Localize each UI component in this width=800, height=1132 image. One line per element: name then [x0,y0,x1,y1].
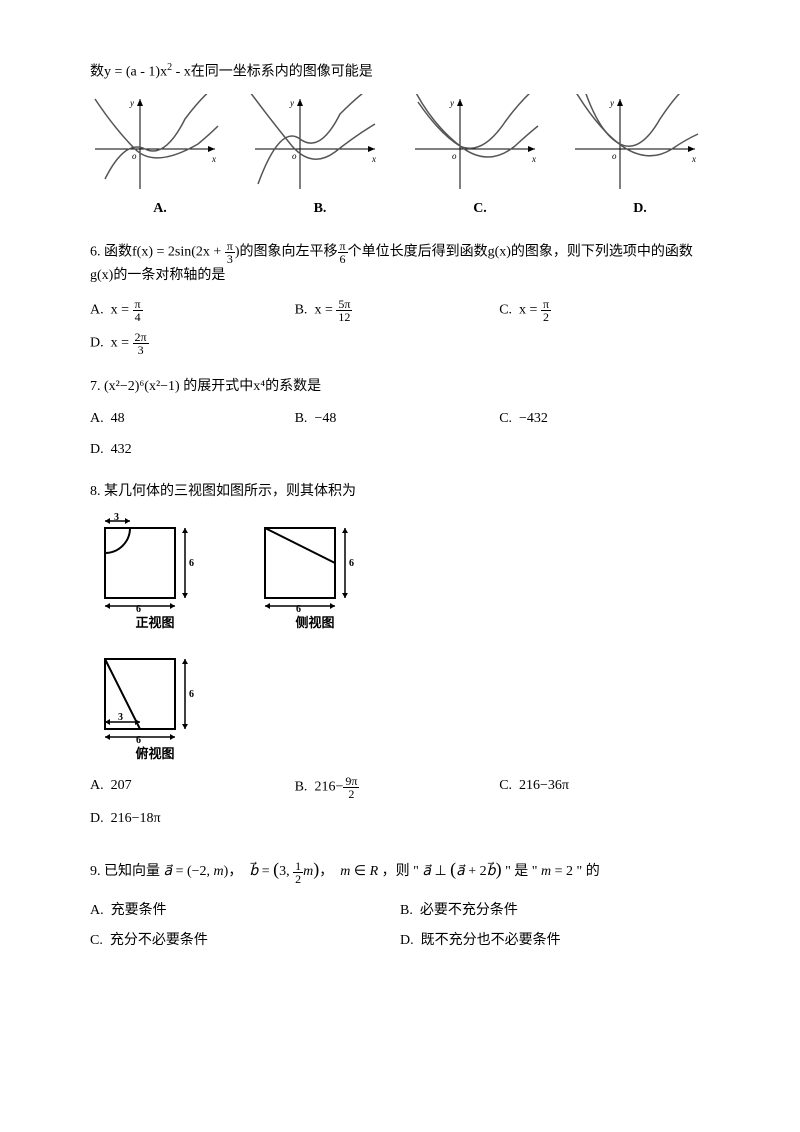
graph-a-label: A. [90,198,230,220]
svg-text:y: y [289,98,294,108]
graph-a-svg: x y o [90,94,220,194]
q5-text: 数y = (a - 1)x2 - x在同一坐标系内的图像可能是 [90,60,710,84]
view-top: 3 6 6 俯视图 [90,644,220,765]
question-9: 9. 已知向量 a⃗ = (−2, m)， b⃗ = (3, 12m)， m ∈… [90,850,710,960]
q6-opt-d: D. x = 2π3 [90,331,295,356]
q5-suffix: - x在同一坐标系内的图像可能是 [172,65,373,80]
view-front: 3 6 6 正视图 [90,513,220,634]
graph-c-svg: x y o [410,94,540,194]
q6-prefix: 6. 函数f(x) = 2sin(2x + [90,245,225,260]
q6-mid: )的图象向左平移 [235,245,338,260]
q5-graphs: x y o A. x y o [90,94,710,220]
graph-d-label: D. [570,198,710,220]
graph-c-label: C. [410,198,550,220]
q8-options: A. 207 B. 216−9π2 C. 216−36π D. 216−18π [90,775,710,838]
q8-opt-a: A. 207 [90,775,295,800]
graph-d: x y o D. [570,94,710,220]
svg-text:x: x [531,154,536,164]
q7-options: A. 48 B. −48 C. −432 D. 432 [90,408,710,469]
q8-opt-c: C. 216−36π [499,775,704,800]
question-6: 6. 函数f(x) = 2sin(2x + π3)的图象向左平移π6个单位长度后… [90,240,710,363]
svg-text:6: 6 [136,604,141,613]
svg-text:y: y [449,98,454,108]
q6-text: 6. 函数f(x) = 2sin(2x + π3)的图象向左平移π6个单位长度后… [90,240,710,287]
q7-opt-b: B. −48 [295,408,500,430]
q7-opt-a: A. 48 [90,408,295,430]
q7-opt-d: D. 432 [90,439,295,461]
graph-b-label: B. [250,198,390,220]
svg-text:x: x [371,154,376,164]
question-5: 数y = (a - 1)x2 - x在同一坐标系内的图像可能是 x y o A. [90,60,710,220]
q6-opt-a: A. x = π4 [90,298,295,323]
q6-opt-c: C. x = π2 [499,298,704,323]
q9-options: A. 充要条件 B. 必要不充分条件 C. 充分不必要条件 D. 既不充分也不必… [90,900,710,961]
q7-text: 7. (x²−2)⁶(x²−1) 的展开式中x⁴的系数是 [90,376,710,398]
svg-text:6: 6 [296,604,301,613]
svg-text:y: y [609,98,614,108]
q6-opt-b: B. x = 5π12 [295,298,500,323]
svg-text:3: 3 [118,712,123,723]
graph-a: x y o A. [90,94,230,220]
view-top-label: 俯视图 [90,744,220,765]
svg-text:3: 3 [114,513,119,523]
svg-text:x: x [691,154,696,164]
svg-text:6: 6 [136,735,141,744]
graph-c: x y o C. [410,94,550,220]
q8-opt-b: B. 216−9π2 [295,775,500,800]
q9-opt-c: C. 充分不必要条件 [90,930,400,952]
svg-text:o: o [132,151,137,161]
view-side: 6 6 侧视图 [250,513,380,634]
q9-opt-a: A. 充要条件 [90,900,400,922]
graph-d-svg: x y o [570,94,700,194]
view-front-label: 正视图 [90,613,220,634]
q9-text: 9. 已知向量 a⃗ = (−2, m)， b⃗ = (3, 12m)， m ∈… [90,850,710,890]
q9-opt-d: D. 既不充分也不必要条件 [400,930,710,952]
svg-text:6: 6 [349,558,354,569]
q7-opt-c: C. −432 [499,408,704,430]
q9-opt-b: B. 必要不充分条件 [400,900,710,922]
view-side-label: 侧视图 [250,613,380,634]
q8-text: 8. 某几何体的三视图如图所示，则其体积为 [90,481,710,503]
q8-views: 3 6 6 正视图 6 [90,513,710,765]
svg-text:6: 6 [189,558,194,569]
q5-prefix: 数y = (a - 1)x [90,65,167,80]
svg-text:6: 6 [189,689,194,700]
graph-b: x y o B. [250,94,390,220]
svg-text:o: o [292,151,297,161]
svg-text:o: o [452,151,457,161]
question-8: 8. 某几何体的三视图如图所示，则其体积为 3 6 6 正视图 [90,481,710,838]
svg-text:x: x [211,154,216,164]
graph-b-svg: x y o [250,94,380,194]
q6-options: A. x = π4 B. x = 5π12 C. x = π2 D. x = 2… [90,298,710,364]
svg-text:y: y [129,98,134,108]
svg-text:o: o [612,151,617,161]
question-7: 7. (x²−2)⁶(x²−1) 的展开式中x⁴的系数是 A. 48 B. −4… [90,376,710,469]
q8-opt-d: D. 216−18π [90,808,295,830]
